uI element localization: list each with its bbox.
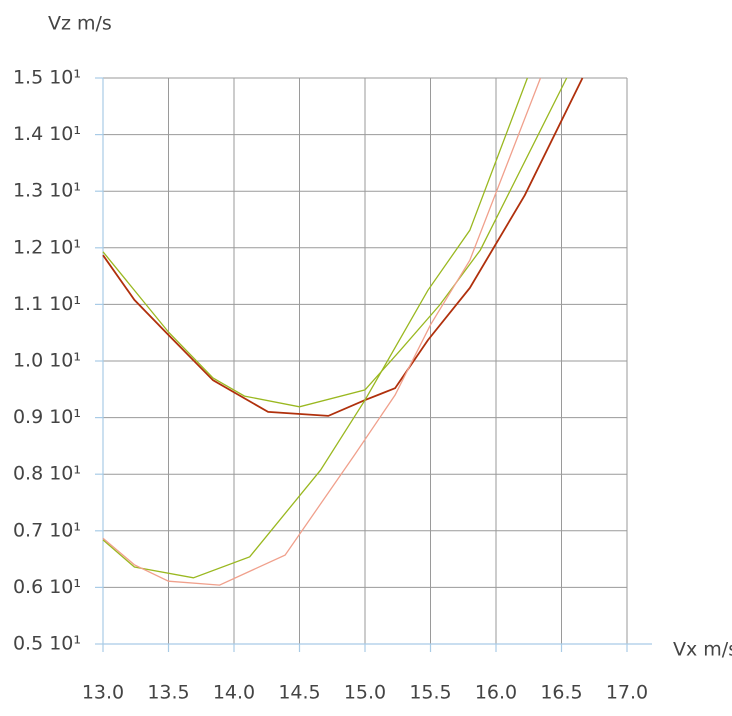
y-tick-label: 1.3 10¹ (13, 180, 81, 202)
y-tick-label: 1.4 10¹ (13, 123, 81, 145)
y-axis-title: Vz m/s (48, 13, 112, 35)
y-tick-label: 0.7 10¹ (13, 519, 81, 541)
x-tick-label: 13.5 (147, 682, 189, 704)
y-tick-label: 0.6 10¹ (13, 576, 81, 598)
x-tick-label: 17.0 (606, 682, 648, 704)
series-line (102, 77, 584, 417)
x-tick-label: 14.0 (213, 682, 255, 704)
y-tick-label: 1.0 10¹ (13, 350, 81, 372)
x-tick-label: 15.0 (344, 682, 386, 704)
y-tick-label: 1.5 10¹ (13, 67, 81, 89)
x-tick-label: 13.0 (82, 682, 124, 704)
y-tick-label: 1.2 10¹ (13, 236, 81, 258)
x-axis-title: Vx m/s (673, 639, 732, 661)
x-tick-label: 16.0 (475, 682, 517, 704)
y-tick-label: 0.9 10¹ (13, 406, 81, 428)
y-tick-label: 0.8 10¹ (13, 463, 81, 485)
series-line (102, 77, 529, 579)
x-tick-label: 15.5 (409, 682, 451, 704)
x-tick-label: 16.5 (540, 682, 582, 704)
y-tick-label: 1.1 10¹ (13, 293, 81, 315)
x-tick-label: 14.5 (278, 682, 320, 704)
y-tick-label: 0.5 10¹ (13, 633, 81, 655)
series-line (102, 77, 542, 586)
